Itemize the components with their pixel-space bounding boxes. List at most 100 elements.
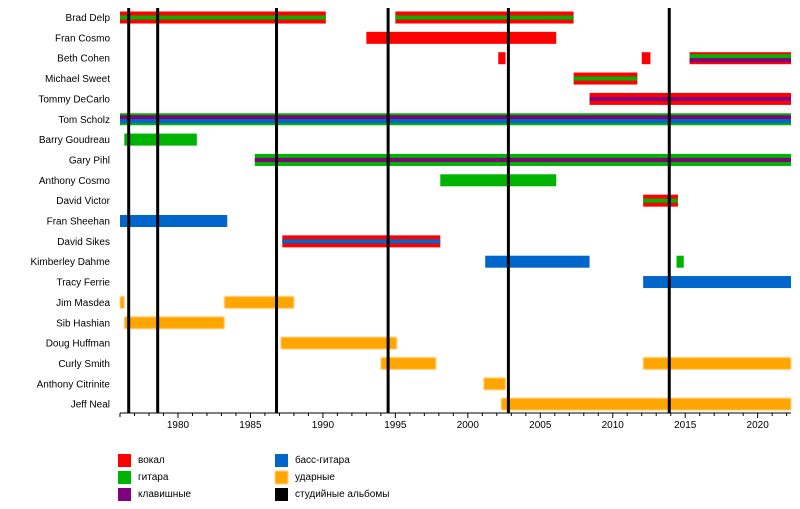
legend-swatch-bass bbox=[275, 453, 288, 467]
span-doug-huffman-1 bbox=[280, 337, 397, 350]
member-label-beth-cohen: Beth Cohen bbox=[57, 54, 110, 65]
bar-drums bbox=[501, 398, 791, 411]
member-label-fran-cosmo: Fran Cosmo bbox=[55, 33, 110, 44]
member-label-gary-pihl: Gary Pihl bbox=[69, 155, 110, 166]
member-label-tom-scholz: Tom Scholz bbox=[58, 115, 110, 126]
bar-vocals bbox=[641, 52, 651, 65]
bar-bass bbox=[643, 276, 791, 289]
member-label-fran-sheehan: Fran Sheehan bbox=[47, 217, 110, 228]
span-anthony-cosmo-1 bbox=[440, 174, 557, 187]
bar-stripe-keyboards bbox=[254, 157, 792, 162]
member-label-sib-hashian: Sib Hashian bbox=[56, 318, 110, 329]
span-jeff-neal-1 bbox=[501, 398, 791, 411]
member-label-anthony-cosmo: Anthony Cosmo bbox=[39, 176, 111, 187]
span-jim-masdea-1 bbox=[120, 296, 125, 309]
legend-item-drums: ударные bbox=[275, 468, 335, 486]
x-tick-label-1980: 1980 bbox=[167, 420, 190, 431]
bar-drums bbox=[124, 316, 225, 329]
span-tommy-decarlo-1 bbox=[589, 92, 791, 105]
bar-bass bbox=[120, 215, 228, 227]
legend-label-vocals: вокал bbox=[138, 454, 165, 466]
span-brad-delp-2 bbox=[395, 11, 574, 24]
legend-swatch-drums bbox=[275, 470, 288, 484]
member-label-tommy-decarlo: Tommy DeCarlo bbox=[38, 94, 110, 105]
legend-label-bass: басс-гитара bbox=[295, 454, 350, 466]
span-curly-smith-2 bbox=[643, 357, 791, 370]
bar-bass bbox=[485, 255, 590, 268]
legend-item-albums: студийные альбомы bbox=[275, 485, 389, 503]
legend-item-keyboards: клавишные bbox=[118, 485, 191, 503]
member-labels: Brad Delp Fran Cosmo Beth Cohen Michael Swe… bbox=[31, 13, 111, 411]
span-beth-cohen-1 bbox=[498, 52, 506, 65]
bar-drums bbox=[280, 337, 397, 350]
x-tick-label-1995: 1995 bbox=[384, 420, 407, 431]
bar-drums bbox=[643, 357, 791, 370]
span-kimberley-dahme-2 bbox=[676, 255, 684, 268]
bar-stripe-guitar bbox=[689, 54, 791, 59]
x-tick-label-1990: 1990 bbox=[312, 420, 335, 431]
bar-vocals bbox=[366, 31, 557, 44]
bar-stripe-keyboards bbox=[689, 58, 791, 63]
member-label-barry-goudreau: Barry Goudreau bbox=[39, 135, 110, 146]
bar-drums bbox=[120, 296, 125, 309]
span-tom-scholz-1 bbox=[120, 113, 791, 126]
span-david-victor-1 bbox=[643, 194, 678, 207]
span-sib-hashian-1 bbox=[124, 316, 225, 329]
bar-stripe-guitar bbox=[643, 198, 678, 203]
member-label-david-victor: David Victor bbox=[56, 196, 110, 207]
legend-item-guitar: гитара bbox=[118, 468, 168, 486]
bar-stripe-keyboards bbox=[120, 115, 791, 120]
membership-bars bbox=[120, 11, 792, 411]
legend-label-guitar: гитара bbox=[138, 471, 169, 483]
span-michael-sweet-1 bbox=[573, 72, 638, 85]
bar-stripe-guitar bbox=[573, 76, 638, 81]
bar-stripe-guitar bbox=[120, 15, 326, 20]
span-fran-cosmo-1 bbox=[366, 31, 557, 44]
legend-item-bass: басс-гитара bbox=[275, 451, 350, 469]
member-label-doug-huffman: Doug Huffman bbox=[46, 339, 110, 350]
legend-item-vocals: вокал bbox=[118, 451, 165, 469]
span-tracy-ferrie-1 bbox=[643, 276, 791, 289]
legend-swatch-keyboards bbox=[118, 487, 131, 501]
member-label-david-sikes: David Sikes bbox=[57, 237, 110, 248]
span-david-sikes-1 bbox=[282, 235, 441, 248]
legend-label-keyboards: клавишные bbox=[138, 488, 192, 500]
member-label-jeff-neal: Jeff Neal bbox=[71, 400, 110, 411]
legend-label-drums: ударные bbox=[295, 471, 335, 483]
legend-swatch-guitar bbox=[118, 470, 131, 484]
span-beth-cohen-2 bbox=[641, 52, 651, 65]
member-label-anthony-citrinite: Anthony Citrinite bbox=[37, 379, 111, 390]
x-tick-label-2000: 2000 bbox=[457, 420, 480, 431]
bar-stripe-guitar bbox=[395, 15, 574, 20]
bar-drums bbox=[483, 377, 506, 390]
legend-label-albums: студийные альбомы bbox=[295, 488, 390, 500]
member-label-tracy-ferrie: Tracy Ferrie bbox=[56, 278, 110, 289]
bar-vocals bbox=[498, 52, 506, 65]
member-label-jim-masdea: Jim Masdea bbox=[56, 298, 110, 309]
x-axis: 1980 1985 1990 1995 2000 2005 2010 2015 2020 bbox=[119, 412, 791, 431]
bar-guitar bbox=[124, 133, 197, 146]
album-lines bbox=[127, 8, 671, 413]
bar-stripe-bass bbox=[120, 119, 791, 124]
bar-stripe-keyboards bbox=[589, 96, 791, 101]
span-barry-goudreau-1 bbox=[124, 133, 197, 146]
span-anthony-citrinite-1 bbox=[483, 377, 506, 390]
bar-guitar bbox=[440, 174, 557, 187]
bar-stripe-bass bbox=[282, 239, 441, 244]
legend: вокал гитара клавишные басс-гитара ударн… bbox=[118, 451, 538, 507]
x-tick-label-1985: 1985 bbox=[239, 420, 262, 431]
bar-drums bbox=[224, 296, 294, 309]
legend-swatch-albums bbox=[275, 487, 288, 501]
x-tick-label-2005: 2005 bbox=[529, 420, 552, 431]
member-label-kimberley-dahme: Kimberley Dahme bbox=[31, 257, 111, 268]
x-tick-label-2010: 2010 bbox=[602, 420, 625, 431]
span-curly-smith-1 bbox=[380, 357, 436, 370]
span-jim-masdea-2 bbox=[224, 296, 294, 309]
bar-drums bbox=[380, 357, 436, 370]
legend-swatch-vocals bbox=[118, 453, 131, 467]
x-tick-label-2015: 2015 bbox=[674, 420, 697, 431]
member-label-brad-delp: Brad Delp bbox=[66, 13, 111, 24]
x-tick-label-2020: 2020 bbox=[747, 420, 770, 431]
span-brad-delp-1 bbox=[120, 11, 326, 24]
